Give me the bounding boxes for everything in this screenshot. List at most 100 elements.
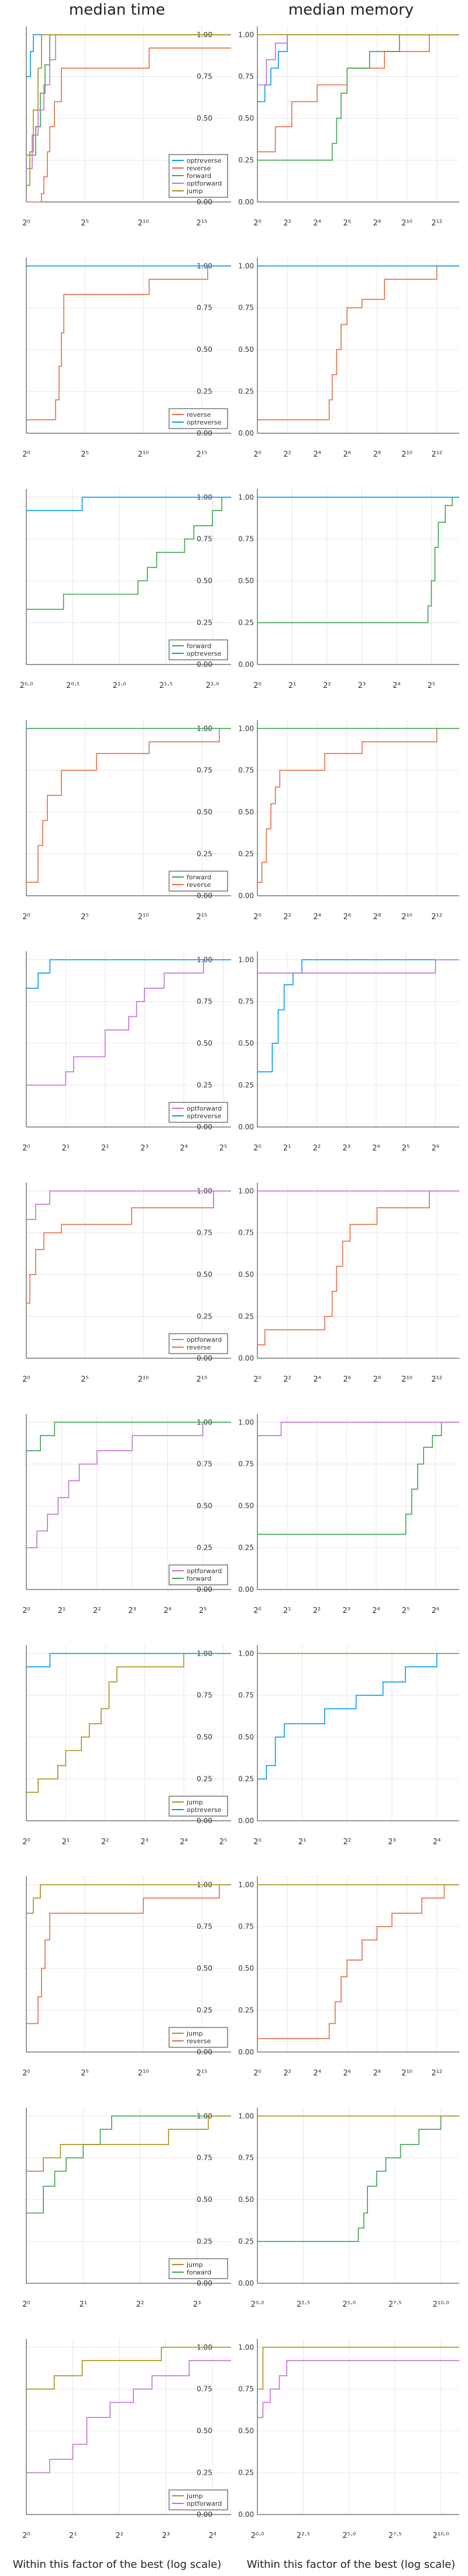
y-tick-label: 0.75 xyxy=(238,766,254,775)
series-line-optforward xyxy=(26,959,231,1086)
y-tick-label: 0.75 xyxy=(238,1923,254,1931)
y-tick-label: 0.50 xyxy=(197,1270,212,1279)
y-tick-label: 0.00 xyxy=(238,1123,254,1131)
y-tick-label: 0.00 xyxy=(197,1354,212,1362)
y-tick-label: 0.25 xyxy=(197,2469,212,2477)
y-tick-label: 0.50 xyxy=(238,1733,254,1741)
x-tick-label: 2¹⁰ xyxy=(401,450,412,459)
x-tick-label: 2⁵ xyxy=(81,2069,88,2078)
y-tick-label: 0.25 xyxy=(238,2469,254,2477)
x-tick-label: 2² xyxy=(283,1375,291,1384)
y-tick-label: 0.25 xyxy=(197,1775,212,1783)
chart-panel-12: 0.00 0.25 0.50 0.75 1.00 2⁰ 2² 2⁴ 2⁶ 2⁸ 2¹⁰ 2¹² xyxy=(238,1183,459,1384)
legend-label-optforward: optforward xyxy=(187,1567,222,1575)
y-tick-label: 0.00 xyxy=(238,2279,254,2287)
x-tick-label: 2⁰ xyxy=(253,450,261,459)
legend-box xyxy=(168,639,228,660)
legend-box xyxy=(168,1796,228,1817)
x-tick-label: 2² xyxy=(313,1606,321,1615)
legend-box xyxy=(168,2258,228,2279)
series-line-reverse xyxy=(26,1190,231,1304)
x-tick-label: 2⁸ xyxy=(373,219,381,228)
series-line-reverse xyxy=(257,265,459,420)
y-tick-label: 1.00 xyxy=(238,2112,254,2120)
x-tick-label: 2² xyxy=(283,913,291,922)
x-tick-label: 2⁸ xyxy=(373,450,381,459)
y-tick-label: 0.00 xyxy=(238,2048,254,2056)
y-tick-label: 0.75 xyxy=(197,1229,212,1237)
y-tick-label: 1.00 xyxy=(238,1418,254,1426)
x-tick-label: 2¹⁵ xyxy=(197,913,208,922)
y-tick-label: 0.00 xyxy=(197,1585,212,1594)
x-tick-label: 2⁶ xyxy=(343,1375,351,1384)
y-tick-label: 0.50 xyxy=(197,2427,212,2435)
x-tick-label: 2⁰ xyxy=(253,219,261,228)
x-tick-label: 2¹ xyxy=(298,1838,306,1847)
y-tick-label: 1.00 xyxy=(238,2343,254,2351)
y-tick-label: 0.00 xyxy=(197,1123,212,1131)
legend-label-optreverse: optreverse xyxy=(187,1806,222,1814)
y-tick-label: 0.00 xyxy=(197,660,212,669)
x-tick-label: 2¹ xyxy=(58,1606,66,1615)
y-tick-label: 0.00 xyxy=(238,429,254,437)
x-tick-label: 2¹ xyxy=(62,1144,70,1153)
series-line-optforward xyxy=(257,34,459,85)
legend-label-reverse: reverse xyxy=(187,1344,211,1351)
y-tick-label: 0.00 xyxy=(197,2510,212,2519)
series-line-forward xyxy=(257,1421,459,1535)
x-tick-label: 2³ xyxy=(358,681,366,690)
series-line-reverse xyxy=(26,728,231,883)
x-tick-label: 2⁰ xyxy=(253,681,261,690)
y-tick-label: 0.75 xyxy=(197,2154,212,2162)
x-tick-label: 2¹⁵ xyxy=(197,219,208,228)
x-tick-label: 2⁷·⁵ xyxy=(388,2300,402,2309)
y-tick-label: 0.75 xyxy=(197,73,212,81)
chart-panel-10: 0.00 0.25 0.50 0.75 1.00 2⁰ 2¹ 2² 2³ 2⁴ 2⁵ 2⁶ xyxy=(238,951,459,1153)
x-tick-label: 2⁰ xyxy=(253,1838,261,1847)
legend-label-jump: jump xyxy=(186,1799,203,1806)
x-tick-label: 2³ xyxy=(342,1606,350,1615)
series-line-forward xyxy=(257,34,459,161)
x-tick-label: 2⁵ xyxy=(219,1838,227,1847)
y-tick-label: 1.00 xyxy=(238,1187,254,1195)
chart-panel-16: 0.00 0.25 0.50 0.75 1.00 2⁰ 2¹ 2² 2³ 2⁴ xyxy=(238,1645,459,1847)
x-tick-label: 2¹⁰ xyxy=(138,2069,149,2078)
x-tick-label: 2³ xyxy=(162,2532,170,2540)
y-tick-label: 0.00 xyxy=(197,2279,212,2287)
legend-label-forward: forward xyxy=(187,873,211,881)
series-line-optforward xyxy=(257,959,459,974)
x-tick-label: 2¹ xyxy=(288,681,296,690)
y-tick-label: 1.00 xyxy=(238,1880,254,1889)
x-tick-label: 2⁶ xyxy=(343,2069,351,2078)
chart-panel-14: 0.00 0.25 0.50 0.75 1.00 2⁰ 2¹ 2² 2³ 2⁴ 2⁵ 2⁶ xyxy=(238,1414,459,1615)
x-tick-label: 2¹² xyxy=(431,913,442,922)
x-tick-label: 2⁵ xyxy=(81,913,88,922)
series-line-reverse xyxy=(257,728,459,883)
x-tick-label: 2²·⁵ xyxy=(297,2300,310,2309)
y-tick-label: 0.50 xyxy=(197,1733,212,1741)
series-line-optreverse xyxy=(26,34,231,77)
x-tick-label: 2⁴ xyxy=(372,1144,380,1153)
x-tick-label: 2⁴ xyxy=(313,1375,321,1384)
x-tick-label: 2⁶ xyxy=(343,219,351,228)
y-tick-label: 0.25 xyxy=(197,1313,212,1321)
x-tick-label: 2³ xyxy=(342,1144,350,1153)
x-tick-label: 2⁴ xyxy=(372,1606,380,1615)
y-tick-label: 0.50 xyxy=(197,114,212,122)
x-tick-label: 2¹·⁰ xyxy=(113,681,126,690)
y-tick-label: 0.50 xyxy=(197,2195,212,2204)
legend-label-forward: forward xyxy=(187,172,211,180)
x-tick-label: 2² xyxy=(115,2532,123,2540)
y-tick-label: 0.25 xyxy=(197,850,212,858)
legend-label-optforward: optforward xyxy=(187,180,222,187)
legend-label-optforward: optforward xyxy=(187,2500,222,2508)
legend-label-jump: jump xyxy=(186,2030,203,2037)
series-line-forward xyxy=(257,496,459,624)
legend-box xyxy=(168,871,228,892)
y-tick-label: 0.50 xyxy=(197,1502,212,1510)
y-tick-label: 0.75 xyxy=(238,2154,254,2162)
series-line-reverse xyxy=(257,34,459,153)
x-tick-label: 2³ xyxy=(388,1838,395,1847)
legend-label-reverse: reverse xyxy=(187,2037,211,2045)
legend-box xyxy=(168,2027,228,2048)
